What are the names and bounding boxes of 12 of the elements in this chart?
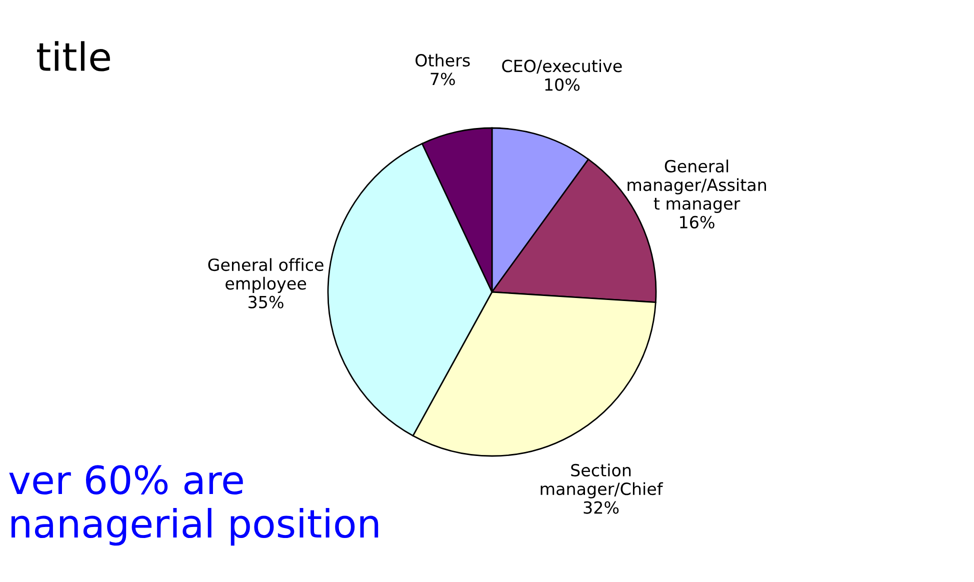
data-label: 35%	[248, 296, 284, 308]
text: ver 60% are nanagerial position	[9, 465, 378, 546]
slice-label: CEO/executive	[502, 59, 622, 74]
data-label: 7%	[430, 72, 455, 86]
data-label: 10%	[545, 78, 580, 91]
data-label: 16%	[680, 216, 714, 228]
slice-label: Others	[416, 54, 470, 67]
slice-label: Section manager/Chief	[540, 464, 664, 498]
slice-label: General office employee	[208, 258, 324, 293]
slice-label: General manager/Assitan t manager	[628, 160, 766, 214]
data-label: 32%	[584, 501, 619, 514]
chart-title: title	[37, 41, 110, 72]
